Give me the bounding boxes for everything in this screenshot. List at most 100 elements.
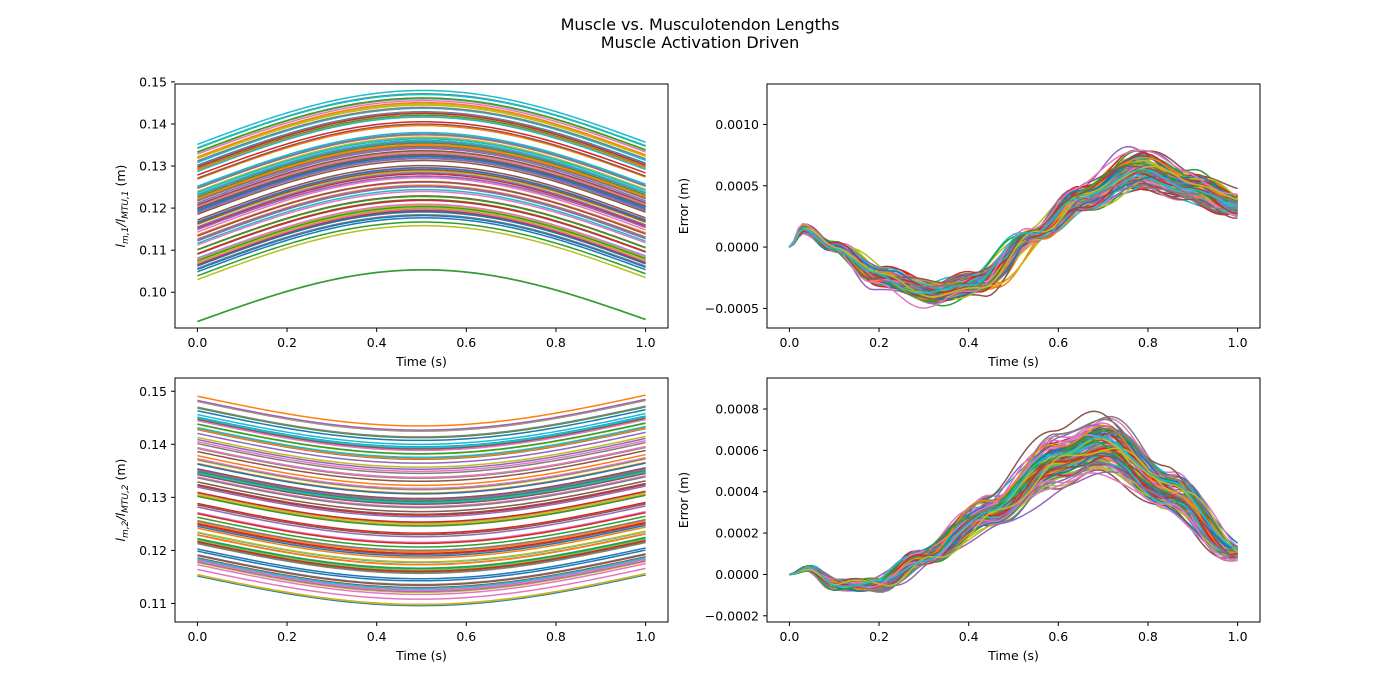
series-line-98 <box>197 207 646 263</box>
y-axis-ticks: 0.11 0.12 0.13 0.14 0.15 <box>139 384 175 611</box>
y-axis-ticks: 0.10 0.11 0.12 0.13 0.14 0.15 <box>139 74 175 300</box>
x-tick-label: 0.4 <box>959 629 979 644</box>
series-line-65 <box>197 553 646 587</box>
series-line-95 <box>788 165 1238 301</box>
y-label-main: l <box>113 537 128 541</box>
series-line-59 <box>197 139 646 196</box>
y-label-sub2: MTU,1 <box>121 190 131 218</box>
series-line-80 <box>197 524 646 557</box>
y-tick-label: 0.10 <box>139 285 167 300</box>
series-line-75 <box>197 467 646 500</box>
series-line-78 <box>197 573 646 606</box>
series-line-99 <box>197 415 646 448</box>
series-line-88 <box>197 492 646 525</box>
y-tick-label: 0.13 <box>139 159 167 174</box>
series-line-89 <box>197 116 646 173</box>
series-line-85 <box>197 154 646 209</box>
series-line-9 <box>197 188 646 245</box>
y-tick-label: 0.15 <box>139 384 167 399</box>
x-tick-label: 0.6 <box>1048 629 1068 644</box>
series-line-87 <box>197 541 646 575</box>
panel-bottom-left: 0.0 0.2 0.4 0.6 0.8 1.0 0.110.120.130.140.15 … <box>113 377 669 663</box>
series-line-71 <box>197 124 646 180</box>
series-group <box>788 145 1239 309</box>
axes-frame <box>174 377 669 623</box>
series-line-69 <box>197 556 646 590</box>
x-tick-label: 0.8 <box>546 335 566 350</box>
series-line-25 <box>197 480 646 513</box>
series-line-98 <box>789 447 1239 587</box>
series-line-66 <box>197 456 646 490</box>
figure-title-line1: Muscle vs. Musculotendon Lengths <box>561 15 840 34</box>
y-tick-label: 0.14 <box>139 116 167 131</box>
y-tick-label: 0.0008 <box>715 402 759 417</box>
series-line-0 <box>197 549 646 582</box>
series-line-40 <box>197 462 646 495</box>
series-line-12 <box>197 142 646 198</box>
x-tick-label: 0.6 <box>1048 335 1068 350</box>
panel-bottom-right: 0.0 0.2 0.4 0.6 0.8 1.0 −0.0002 0.0000 0.0002 0.… <box>676 377 1261 663</box>
y-label-mid: /l <box>113 512 128 521</box>
series-line-96 <box>197 176 646 233</box>
series-line-82 <box>197 205 646 262</box>
series-line-42 <box>197 494 646 527</box>
series-line-73 <box>197 521 646 555</box>
series-line-36 <box>197 510 646 544</box>
series-line-95 <box>197 159 646 216</box>
series-line-52 <box>197 470 646 503</box>
series-line-45 <box>197 472 646 505</box>
series-line-47 <box>197 476 646 509</box>
y-tick-label: 0.11 <box>139 243 167 258</box>
series-line-61 <box>197 520 646 553</box>
series-line-91 <box>197 394 646 427</box>
series-line-80 <box>197 155 646 212</box>
series-line-54 <box>197 175 646 231</box>
series-line-37 <box>197 214 646 270</box>
series-line-72 <box>197 515 646 548</box>
series-line-79 <box>197 137 646 194</box>
series-line-64 <box>197 559 646 593</box>
x-axis-ticks: 0.0 0.2 0.4 0.6 0.8 1.0 <box>779 328 1248 350</box>
series-line-92 <box>197 97 646 153</box>
series-line-60 <box>197 155 646 210</box>
series-line-81 <box>197 533 646 566</box>
series-line-79 <box>197 412 646 446</box>
series-line-24 <box>197 431 646 464</box>
series-line-99 <box>789 436 1238 588</box>
series-line-83 <box>197 511 646 545</box>
x-axis-label: Time (s) <box>987 354 1039 369</box>
x-tick-label: 0.8 <box>1138 335 1158 350</box>
y-tick-label: 0.12 <box>139 543 167 558</box>
series-line-97 <box>197 133 646 190</box>
x-axis-ticks: 0.0 0.2 0.4 0.6 0.8 1.0 <box>779 622 1248 644</box>
series-line-46 <box>197 562 646 596</box>
y-tick-label: 0.0005 <box>715 178 759 193</box>
series-line-56 <box>197 445 646 479</box>
series-line-43 <box>197 121 646 176</box>
series-line-94 <box>197 398 646 431</box>
x-tick-label: 0.2 <box>277 335 297 350</box>
series-line-4 <box>197 468 646 501</box>
y-tick-label: 0.0000 <box>715 567 759 582</box>
panel-top-left: 0.0 0.2 0.4 0.6 0.8 1.0 0.100.110.120.130.140… <box>113 74 669 369</box>
series-line-89 <box>197 471 646 504</box>
y-label-main: l <box>113 243 128 247</box>
series-line-85 <box>197 482 646 515</box>
series-line-97 <box>197 518 646 552</box>
series-line-19 <box>197 89 646 146</box>
series-line-84 <box>197 485 646 518</box>
series-line-35 <box>197 449 646 483</box>
x-tick-label: 0.0 <box>187 335 207 350</box>
y-label-unit: (m) <box>113 459 128 485</box>
series-line-53 <box>197 501 646 534</box>
series-line-93 <box>197 199 646 255</box>
y-tick-label: 0.14 <box>139 437 167 452</box>
series-line-87 <box>197 146 646 202</box>
series-line-94 <box>197 147 646 204</box>
x-tick-label: 0.6 <box>456 629 476 644</box>
series-line-53 <box>197 173 646 229</box>
series-line-86 <box>197 203 646 260</box>
y-label-sub1: m,2 <box>121 520 131 538</box>
y-axis-label: Error (m) <box>676 472 691 528</box>
